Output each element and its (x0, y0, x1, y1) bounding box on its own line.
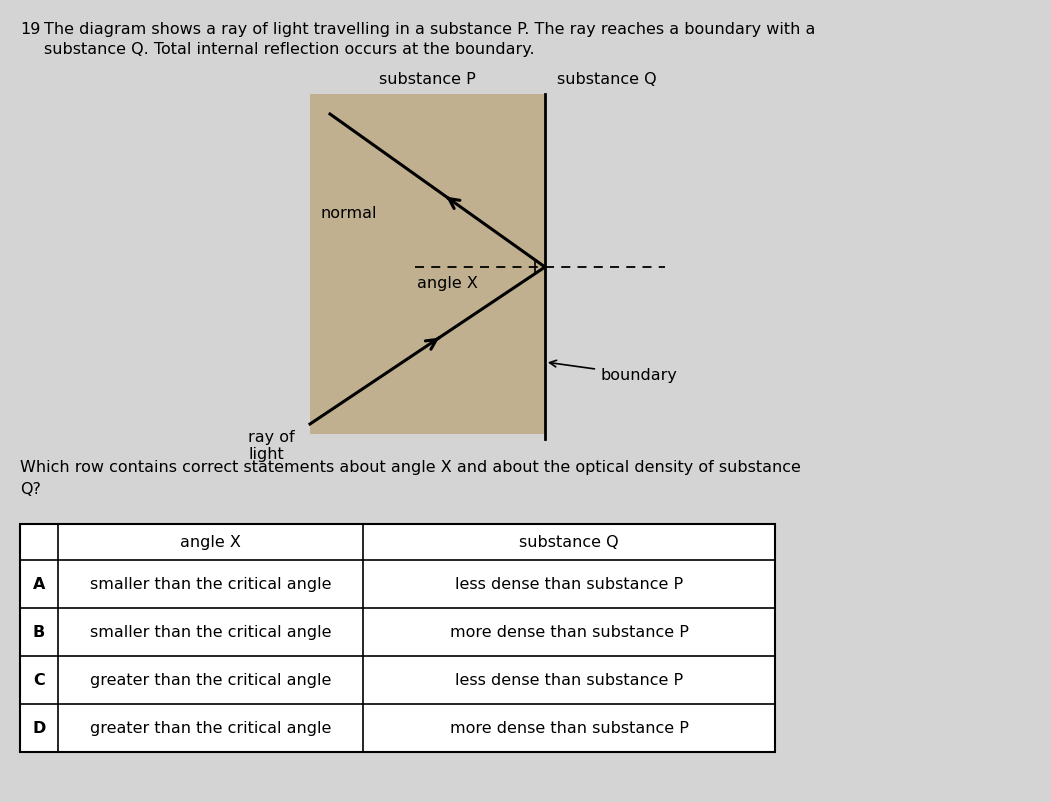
Text: substance P: substance P (379, 72, 476, 87)
Text: more dense than substance P: more dense than substance P (450, 721, 688, 735)
Text: substance Q: substance Q (519, 535, 619, 550)
Text: 19: 19 (20, 22, 40, 37)
Text: less dense than substance P: less dense than substance P (455, 673, 683, 687)
Text: C: C (34, 673, 45, 687)
Text: angle X: angle X (180, 535, 241, 550)
Text: substance Q: substance Q (557, 72, 657, 87)
Text: A: A (33, 577, 45, 592)
Text: Which row contains correct statements about angle X and about the optical densit: Which row contains correct statements ab… (20, 460, 801, 475)
Text: B: B (33, 625, 45, 640)
Text: smaller than the critical angle: smaller than the critical angle (89, 625, 331, 640)
Text: substance Q. Total internal reflection occurs at the boundary.: substance Q. Total internal reflection o… (44, 42, 535, 57)
Text: smaller than the critical angle: smaller than the critical angle (89, 577, 331, 592)
Bar (310, 95, 545, 435)
Text: D: D (33, 721, 45, 735)
Text: less dense than substance P: less dense than substance P (455, 577, 683, 592)
Text: greater than the critical angle: greater than the critical angle (89, 721, 331, 735)
Text: more dense than substance P: more dense than substance P (450, 625, 688, 640)
Text: angle X: angle X (417, 276, 478, 290)
Text: The diagram shows a ray of light travelling in a substance P. The ray reaches a : The diagram shows a ray of light travell… (44, 22, 816, 37)
Text: ray of
light: ray of light (248, 429, 295, 462)
Text: Q?: Q? (20, 481, 41, 496)
Text: greater than the critical angle: greater than the critical angle (89, 673, 331, 687)
Bar (20, 525, 775, 752)
Text: boundary: boundary (550, 361, 677, 383)
Text: normal: normal (320, 206, 376, 221)
